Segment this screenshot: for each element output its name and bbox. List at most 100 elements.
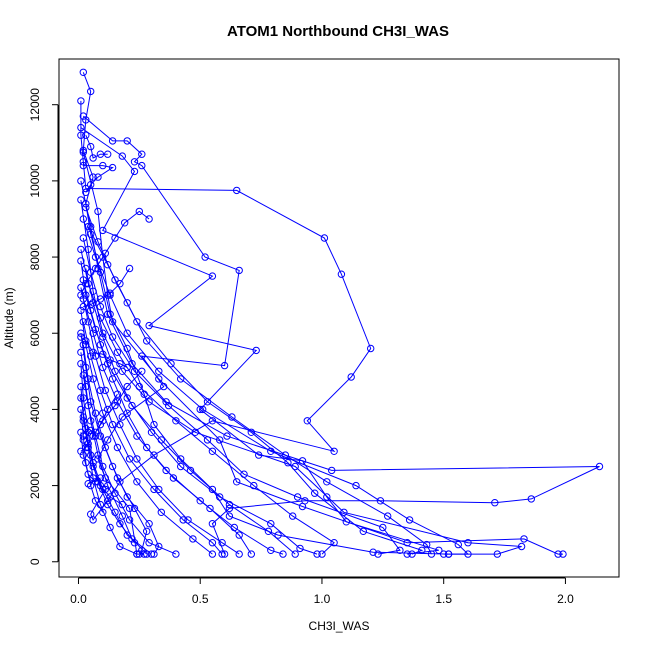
data-point	[147, 428, 156, 436]
data-point	[84, 245, 92, 254]
data-point	[293, 493, 302, 501]
data-point	[99, 333, 107, 341]
data-point	[77, 394, 85, 402]
data-point	[79, 234, 88, 242]
series-line-34	[80, 336, 128, 368]
data-point	[116, 542, 124, 551]
y-tick-label: 0	[28, 558, 42, 565]
data-point	[130, 367, 139, 375]
data-point	[118, 512, 127, 520]
data-point	[84, 222, 92, 231]
data-point	[164, 401, 173, 410]
data-point	[138, 161, 146, 170]
data-point	[403, 550, 411, 558]
data-point	[87, 417, 95, 425]
data-point	[82, 363, 90, 372]
data-point	[101, 474, 110, 482]
data-point	[150, 451, 158, 459]
series-line-5	[82, 152, 563, 555]
data-point	[118, 500, 127, 509]
data-point	[82, 291, 90, 299]
data-point	[143, 443, 151, 452]
data-point	[89, 287, 97, 295]
data-point	[99, 417, 107, 425]
data-point	[94, 451, 102, 459]
series-line-8	[85, 207, 424, 555]
data-point	[89, 154, 97, 162]
data-point	[138, 367, 146, 375]
data-point	[101, 386, 110, 395]
data-point	[123, 363, 131, 372]
data-point	[77, 405, 85, 414]
data-point	[340, 508, 348, 516]
data-point	[77, 382, 85, 391]
data-point	[143, 337, 151, 345]
data-point	[143, 527, 151, 535]
y-axis: 0 2000 4000 6000 8000 10000 12000	[28, 88, 59, 565]
data-point	[135, 382, 144, 391]
y-tick-label: 10000	[28, 164, 42, 198]
data-point	[330, 447, 338, 455]
data-point	[104, 405, 112, 414]
data-point	[99, 508, 107, 516]
data-point	[87, 268, 95, 276]
data-point	[250, 481, 258, 490]
data-point	[99, 350, 107, 358]
data-point	[220, 361, 229, 370]
data-point	[313, 550, 321, 558]
data-point	[77, 447, 85, 455]
data-point	[118, 152, 127, 160]
data-point	[225, 512, 234, 520]
data-point	[101, 485, 110, 494]
data-point	[218, 539, 226, 547]
data-point	[160, 382, 168, 391]
series-line-21	[82, 344, 148, 555]
data-point	[203, 398, 212, 406]
data-point	[342, 518, 350, 526]
data-point	[87, 222, 95, 231]
data-point	[82, 341, 90, 349]
data-point	[233, 186, 241, 195]
series-line-33	[85, 135, 108, 159]
data-point	[423, 540, 431, 549]
series-line-10	[87, 226, 432, 555]
data-point	[189, 535, 197, 543]
data-point	[82, 131, 90, 139]
data-point	[123, 344, 131, 353]
data-point	[208, 485, 217, 494]
data-point	[179, 516, 187, 524]
data-point	[296, 544, 304, 553]
data-point	[435, 546, 443, 554]
data-point	[79, 302, 88, 311]
data-point	[87, 398, 95, 406]
data-point	[311, 489, 319, 497]
data-point	[235, 266, 243, 275]
data-point	[337, 270, 346, 278]
data-point	[96, 150, 105, 158]
data-point	[352, 481, 360, 490]
data-point	[255, 451, 263, 459]
data-point	[82, 188, 90, 197]
data-point	[111, 276, 119, 284]
y-tick-label: 12000	[28, 88, 42, 122]
data-point	[359, 527, 367, 535]
data-point	[133, 478, 141, 486]
y-tick-label: 8000	[28, 243, 42, 270]
data-point	[143, 550, 151, 558]
y-tick-label: 2000	[28, 472, 42, 499]
data-point	[444, 550, 453, 558]
data-point	[106, 289, 114, 297]
data-point	[240, 470, 248, 478]
data-point	[318, 550, 326, 558]
data-point	[79, 432, 88, 440]
data-point	[79, 215, 88, 223]
data-point	[147, 550, 156, 558]
data-point	[111, 367, 119, 375]
data-point	[99, 363, 107, 372]
data-point	[87, 142, 95, 151]
data-point	[289, 512, 297, 520]
data-point	[291, 462, 299, 471]
series-line-6	[80, 180, 600, 555]
series-line-18	[80, 310, 213, 555]
data-point	[281, 451, 290, 459]
